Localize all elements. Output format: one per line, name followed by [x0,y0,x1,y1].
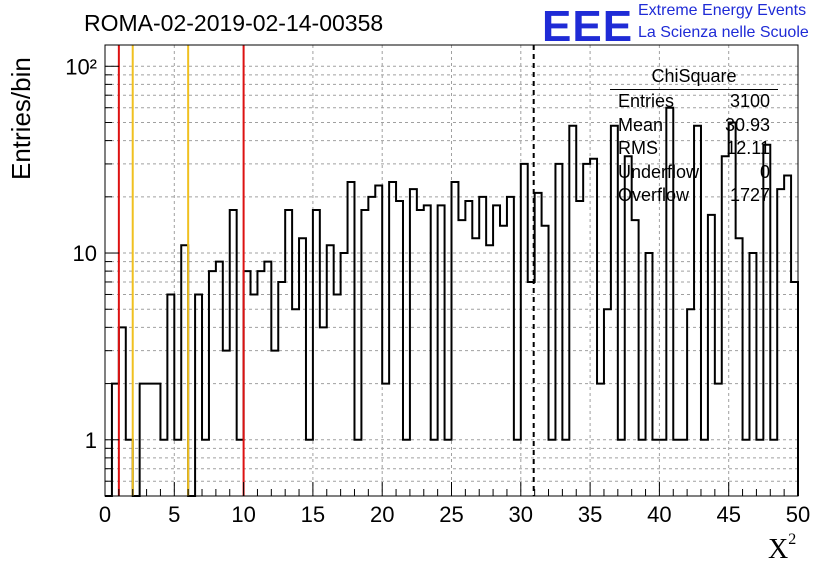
histogram-outline [105,106,799,497]
y-axis-label: Entries/bin [6,57,36,180]
axes-layer: 0 5 10 15 20 25 30 35 40 45 50 1 10 10² [65,54,810,527]
x-tick-label: 15 [301,502,325,527]
stats-value: 0 [759,161,770,182]
x-axis-label-base: X [768,534,789,565]
stats-value: 3100 [729,91,770,111]
logo-line-2: La Scienza nelle Scuole [638,24,809,41]
x-axis-label: X2 [768,530,797,566]
stats-row-overflow: Overflow 1727 [608,184,778,208]
stats-value: 1727 [729,185,770,205]
stats-row-entries: Entries 3100 [608,90,778,114]
stats-row-rms: RMS 12.11 [608,137,778,161]
y-tick-label: 1 [85,428,97,453]
histogram-layer [105,106,799,497]
x-tick-label: 30 [509,502,533,527]
plot-frame [104,44,799,497]
stats-value: 12.11 [726,138,770,158]
stats-title: ChiSquare [610,66,778,90]
stats-box: ChiSquare Entries 3100 Mean 30.93 RMS 12… [608,66,778,208]
x-tick-label: 50 [786,502,810,527]
x-axis-label-sup: 2 [788,530,797,548]
stats-label: Overflow [618,185,690,205]
x-tick-label: 40 [647,502,671,527]
stats-label: Underflow [618,161,700,182]
y-tick-label: 10 [73,241,97,266]
logo-line-1: Extreme Energy Events [638,2,807,19]
stats-label: Mean [618,114,664,135]
stats-label: Entries [618,91,675,111]
x-tick-label: 45 [716,502,740,527]
eee-logo: EEE [542,2,634,51]
stats-value: 30.93 [724,114,770,135]
stats-label: RMS [618,138,658,158]
stats-row-mean: Mean 30.93 [608,114,778,138]
x-tick-label: 20 [370,502,394,527]
y-tick-label: 10² [65,54,97,79]
x-tick-label: 25 [439,502,463,527]
chart-title: ROMA-02-2019-02-14-00358 [84,10,384,36]
x-tick-label: 0 [99,502,111,527]
stats-row-underflow: Underflow 0 [608,161,778,185]
x-tick-label: 5 [168,502,180,527]
x-tick-label: 10 [231,502,255,527]
marker-lines-layer [117,45,535,496]
x-tick-label: 35 [578,502,602,527]
